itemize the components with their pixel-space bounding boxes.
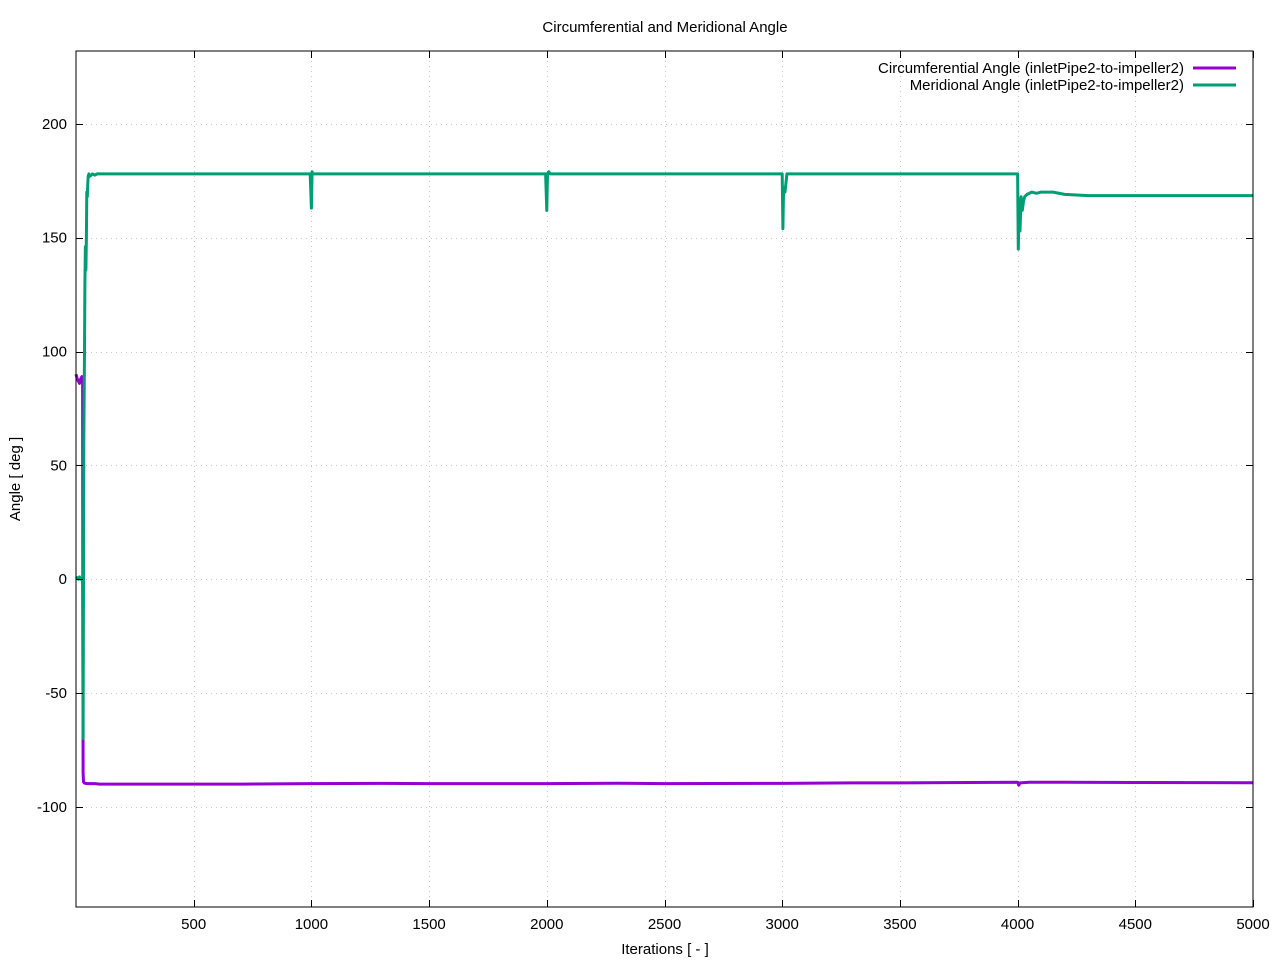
legend-label: Meridional Angle (inletPipe2-to-impeller… [910, 77, 1184, 94]
x-tick-label: 3500 [883, 916, 916, 933]
legend-label: Circumferential Angle (inletPipe2-to-imp… [878, 60, 1184, 77]
y-tick-label: 0 [59, 571, 67, 588]
x-tick-label: 1000 [295, 916, 328, 933]
x-tick-label: 1500 [412, 916, 445, 933]
x-tick-label: 2500 [648, 916, 681, 933]
y-tick-label: 150 [42, 230, 67, 247]
x-tick-label: 3000 [766, 916, 799, 933]
x-tick-label: 500 [181, 916, 206, 933]
plot-frame [75, 50, 1254, 908]
y-axis-label: Angle [ deg ] [7, 437, 24, 521]
y-tick-label: 200 [42, 116, 67, 133]
y-tick-label: -50 [45, 685, 67, 702]
x-tick-label: 4500 [1119, 916, 1152, 933]
series-line [74, 170, 1253, 740]
series-line [74, 373, 1254, 787]
x-tick-label: 5000 [1236, 916, 1269, 933]
y-tick-label: 100 [42, 344, 67, 361]
legend: Circumferential Angle (inletPipe2-to-imp… [878, 60, 1236, 94]
x-tick-label: 2000 [530, 916, 563, 933]
grid [76, 51, 1253, 907]
x-tick-label: 4000 [1001, 916, 1034, 933]
chart-title: Circumferential and Meridional Angle [542, 19, 787, 36]
axis-ticks: 500 1000 1500 2000 2500 3000 3500 4000 4500 5000-… [37, 51, 1270, 933]
plot-series [74, 170, 1254, 787]
y-tick-label: -100 [37, 799, 67, 816]
y-tick-label: 50 [50, 457, 67, 474]
x-axis-label: Iterations [ - ] [621, 941, 709, 958]
